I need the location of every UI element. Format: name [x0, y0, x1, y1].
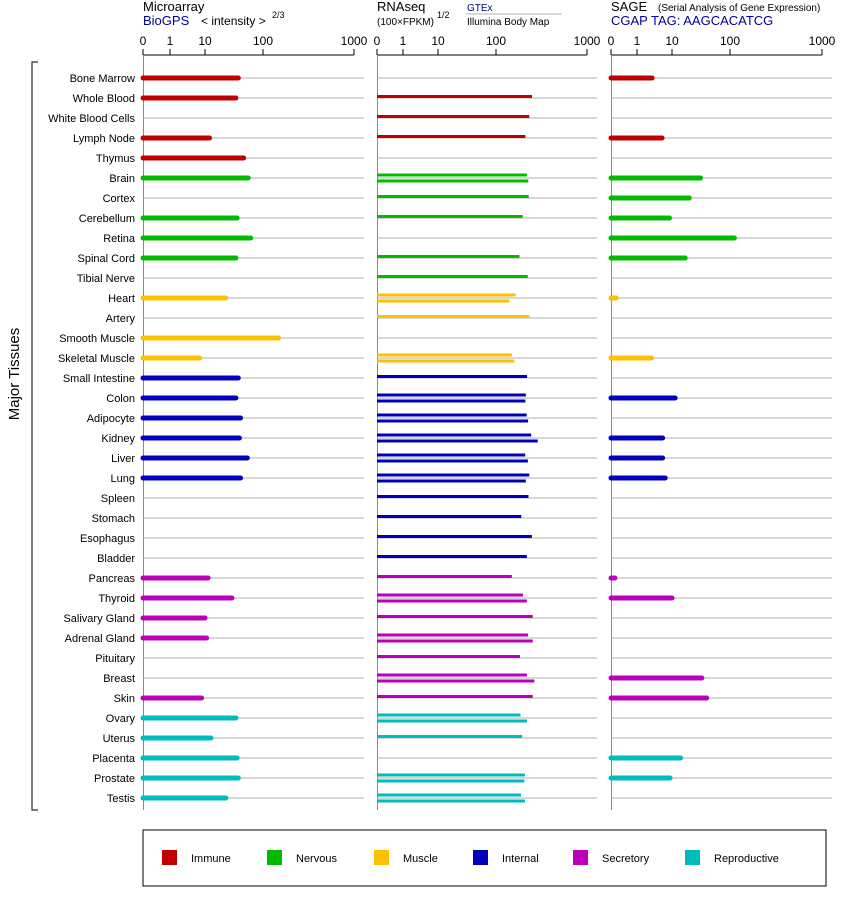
tissue-label: Skin: [114, 693, 135, 705]
legend-box: [142, 829, 827, 887]
tissue-label: Artery: [106, 313, 136, 325]
microarray-tick-label: 100: [253, 34, 273, 48]
tissue-group-bracket: [31, 61, 38, 811]
legend-label-muscle: Muscle: [403, 853, 438, 865]
tissue-label: Adrenal Gland: [65, 633, 135, 645]
rnaseq-tick-label: 1000: [574, 34, 601, 48]
rnaseq-title: RNAseq: [377, 0, 425, 14]
tissue-label: Retina: [103, 233, 136, 245]
tissue-label: Liver: [111, 453, 135, 465]
legend-label-immune: Immune: [191, 853, 231, 865]
legend-label-secretory: Secretory: [602, 853, 650, 865]
legend-label-internal: Internal: [502, 853, 539, 865]
tissue-label: Bladder: [97, 553, 135, 565]
tissue-label: Whole Blood: [73, 93, 135, 105]
tissue-label: Breast: [103, 673, 135, 685]
tissue-label: Kidney: [101, 433, 135, 445]
tissue-label: Spinal Cord: [78, 253, 135, 265]
rnaseq-tick-label: 0: [374, 34, 381, 48]
tissue-label: White Blood Cells: [48, 113, 135, 125]
rnaseq-unit-label: (100×FPKM): [377, 17, 434, 28]
tissue-label: Uterus: [103, 733, 136, 745]
tissue-label: Colon: [106, 393, 135, 405]
legend-label-nervous: Nervous: [296, 853, 337, 865]
tissue-label: Lymph Node: [73, 133, 135, 145]
legend-swatch-nervous: [267, 850, 282, 865]
tissue-label: Bone Marrow: [70, 73, 135, 85]
tissue-label: Testis: [107, 793, 136, 805]
tissue-label: Spleen: [101, 493, 135, 505]
tissue-label: Skeletal Muscle: [58, 353, 135, 365]
tissue-label: Pituitary: [95, 653, 135, 665]
legend-swatch-immune: [162, 850, 177, 865]
illumina-body-map-label: Illumina Body Map: [467, 17, 550, 28]
rnaseq-tick-label: 100: [486, 34, 506, 48]
microarray-unit-exponent: 2/3: [272, 10, 285, 20]
tissue-label: Thyroid: [98, 593, 135, 605]
sage-tick-label: 1000: [809, 34, 836, 48]
rnaseq-tick-label: 1: [400, 34, 407, 48]
microarray-tick-label: 10: [198, 34, 212, 48]
tissue-label: Pancreas: [89, 573, 136, 585]
tissue-label: Adipocyte: [87, 413, 135, 425]
gtex-link[interactable]: GTEx: [467, 3, 493, 14]
sage-tick-label: 0: [608, 34, 615, 48]
tissue-label: Thymus: [96, 153, 136, 165]
sage-title: SAGE: [611, 0, 647, 14]
sage-tick-label: 1: [634, 34, 641, 48]
sage-tick-label: 10: [665, 34, 679, 48]
tissue-label: Ovary: [106, 713, 136, 725]
legend-swatch-muscle: [374, 850, 389, 865]
rnaseq-tick-label: 10: [431, 34, 445, 48]
legend-label-reproductive: Reproductive: [714, 853, 779, 865]
cgap-tag-link[interactable]: CGAP TAG: AAGCACATCG: [611, 13, 773, 28]
tissue-label: Small Intestine: [63, 373, 135, 385]
tissue-label: Prostate: [94, 773, 135, 785]
legend-swatch-secretory: [573, 850, 588, 865]
legend-swatch-internal: [473, 850, 488, 865]
microarray-tick-label: 1: [167, 34, 174, 48]
legend-swatch-reproductive: [685, 850, 700, 865]
rnaseq-unit-exponent: 1/2: [437, 10, 450, 20]
tissue-label: Salivary Gland: [63, 613, 135, 625]
microarray-unit-label: < intensity >: [201, 14, 266, 28]
microarray-title: Microarray: [143, 0, 205, 14]
tissue-label: Smooth Muscle: [59, 333, 135, 345]
tissue-label: Brain: [109, 173, 135, 185]
tissue-label: Stomach: [92, 513, 135, 525]
sage-title-note: (Serial Analysis of Gene Expression): [658, 3, 820, 14]
tissue-label: Heart: [108, 293, 135, 305]
tissue-label: Lung: [111, 473, 135, 485]
tissue-label: Esophagus: [80, 533, 136, 545]
tissue-label: Placenta: [92, 753, 136, 765]
microarray-tick-label: 1000: [341, 34, 368, 48]
tissue-label: Cortex: [103, 193, 136, 205]
sage-tick-label: 100: [720, 34, 740, 48]
tissue-label: Tibial Nerve: [77, 273, 135, 285]
microarray-tick-label: 0: [140, 34, 147, 48]
major-tissues-label: Major Tissues: [6, 328, 23, 421]
biogps-link[interactable]: BioGPS: [143, 13, 190, 28]
tissue-label: Cerebellum: [79, 213, 135, 225]
